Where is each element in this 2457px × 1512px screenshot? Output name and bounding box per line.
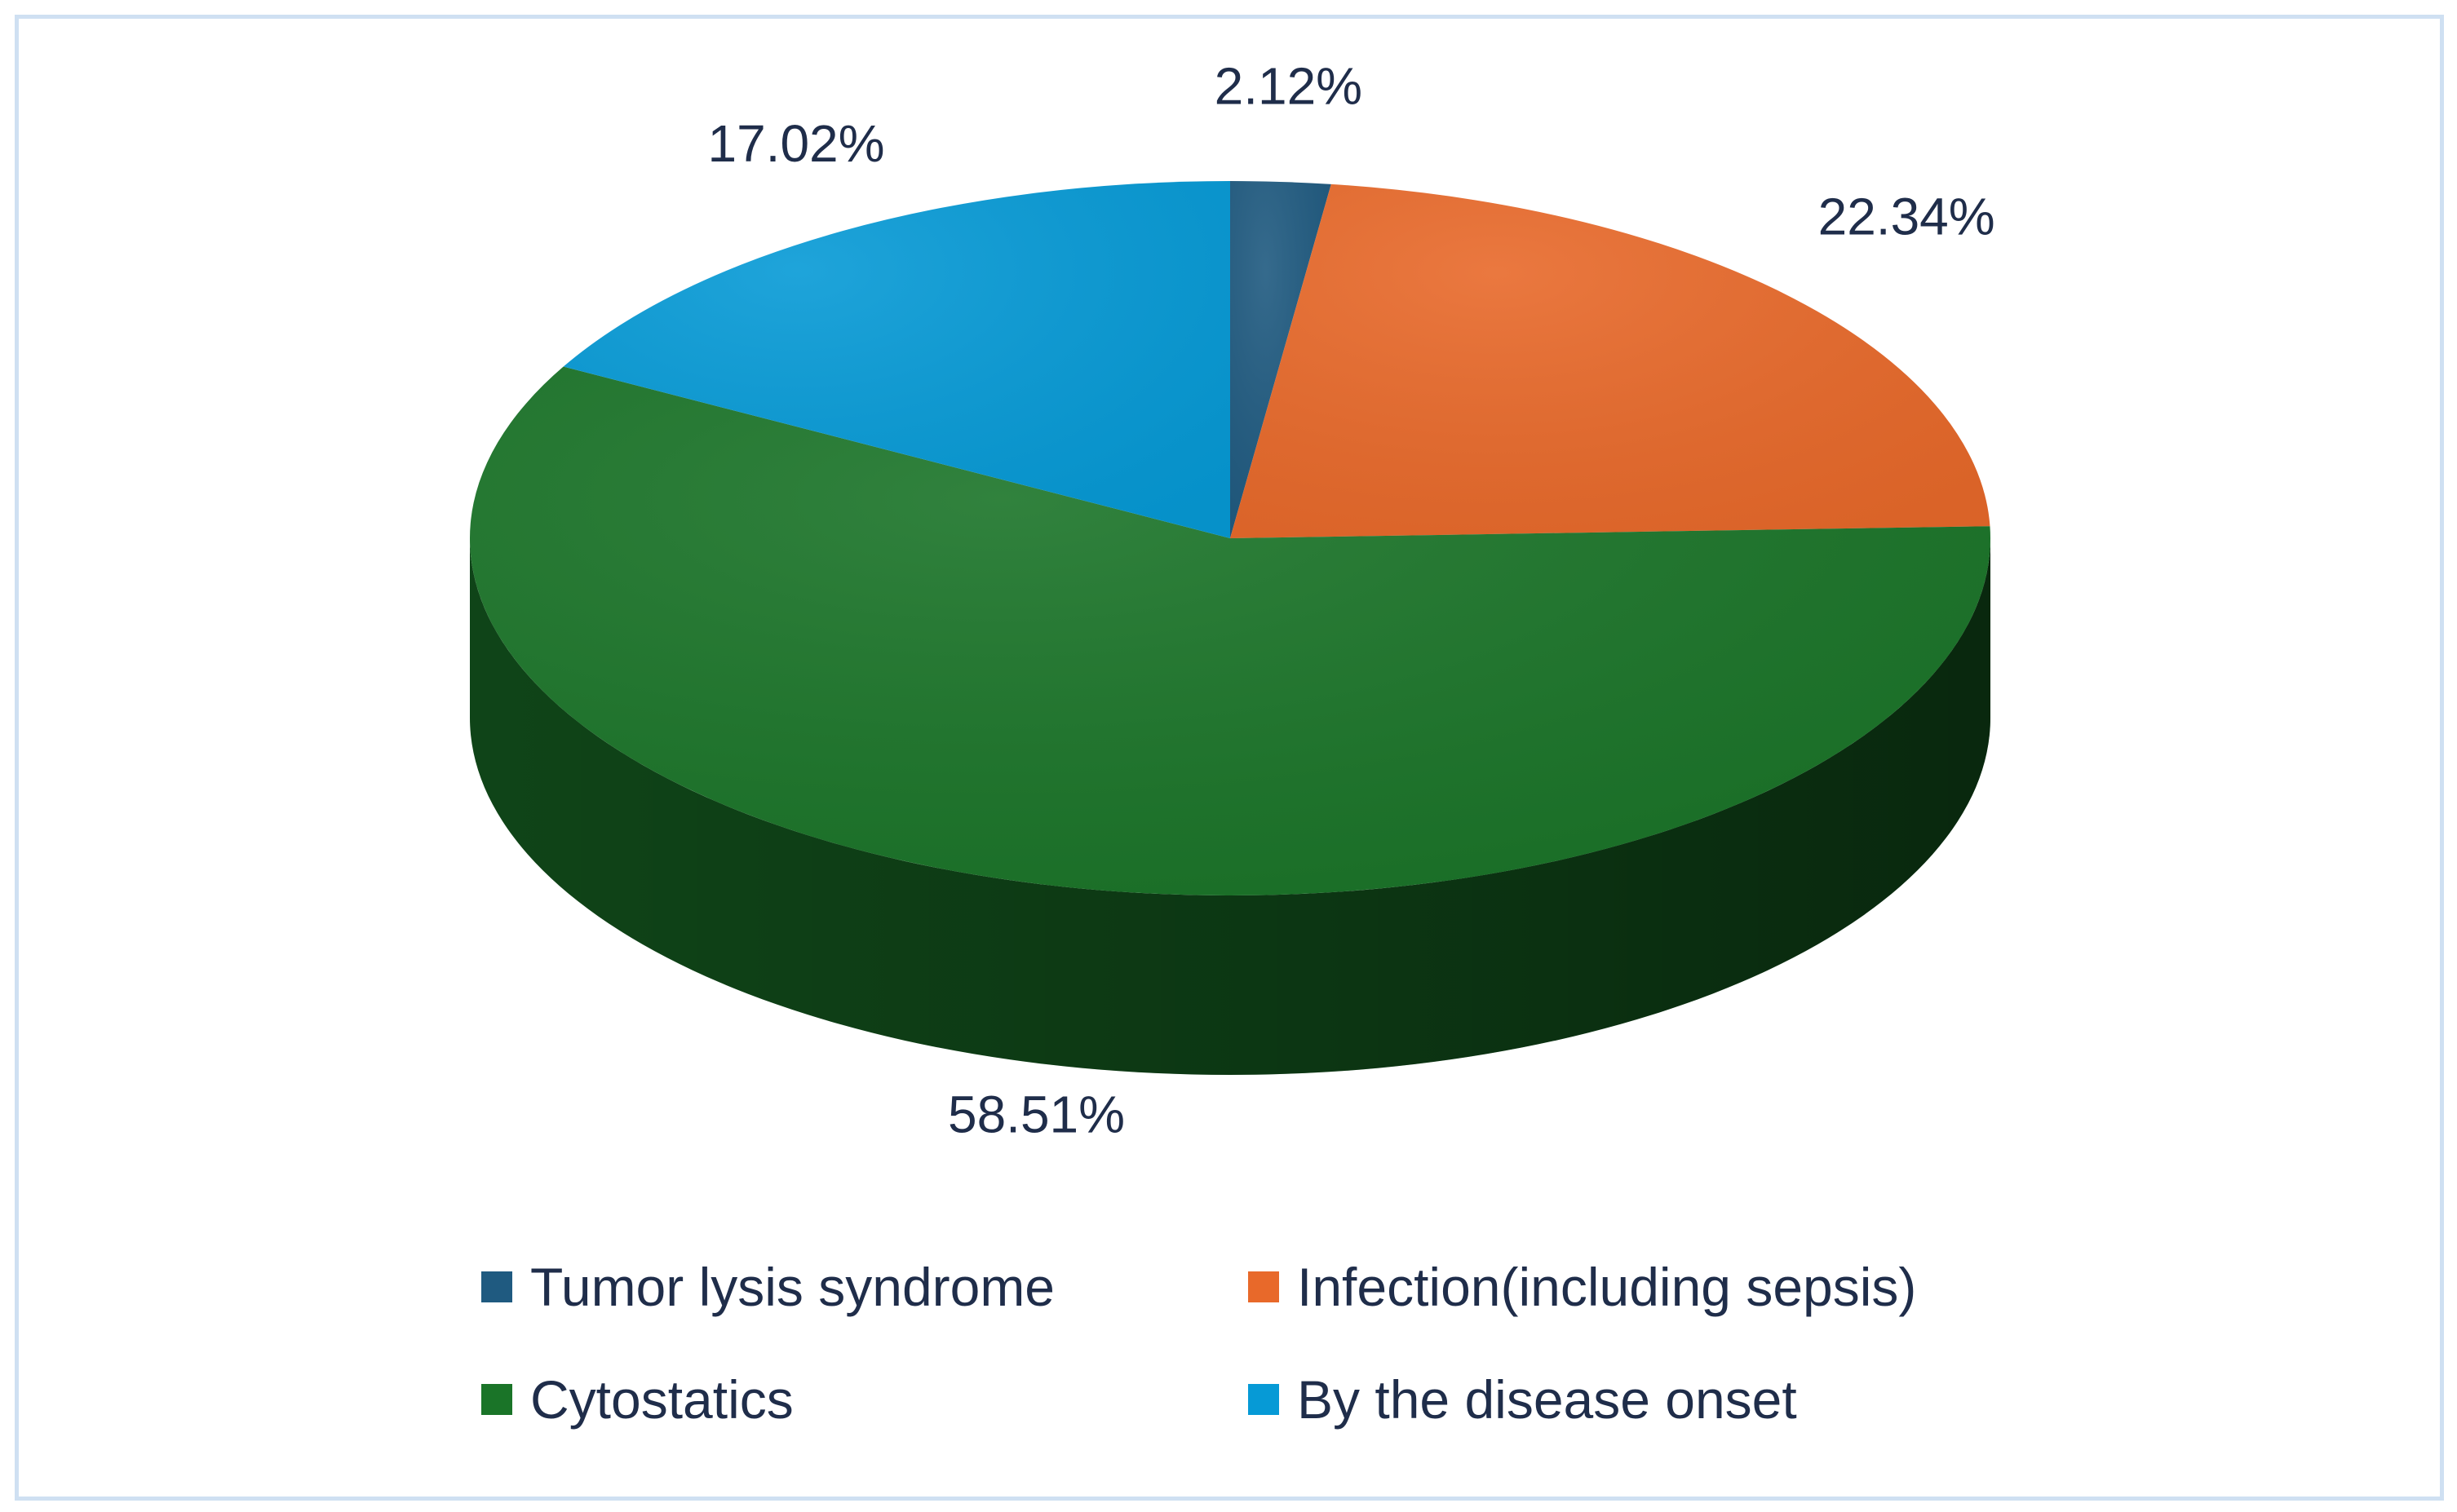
pie-slice-shading-infection xyxy=(1230,183,1990,538)
legend-swatch-cytostatics xyxy=(481,1384,512,1415)
legend-swatch-disease-onset xyxy=(1248,1384,1279,1415)
legend-swatch-tumor-lysis xyxy=(481,1271,512,1302)
legend-item-disease-onset: By the disease onset xyxy=(1248,1360,2064,1439)
pie-data-labels: 2.12% 22.34% 58.51% 17.02% xyxy=(707,56,1994,1143)
data-label-cytostatics: 58.51% xyxy=(948,1085,1125,1144)
pie-slice-shading-tumor-lysis xyxy=(1230,181,1331,538)
data-label-disease-onset: 17.02% xyxy=(707,114,884,173)
pie-slice-shading-cytostatics xyxy=(470,366,1991,895)
legend: Tumor lysis syndrome Infection(including… xyxy=(481,1248,2113,1439)
data-label-infection: 22.34% xyxy=(1818,187,1995,245)
legend-item-tumor-lysis: Tumor lysis syndrome xyxy=(481,1248,1248,1326)
legend-label-infection: Infection(including sepsis) xyxy=(1297,1257,1917,1317)
pie-side-shading-cytostatics xyxy=(470,538,1990,1075)
pie-top-faces xyxy=(470,180,1991,895)
pie-slice-shading-disease-onset xyxy=(563,180,1230,538)
pie-side-walls xyxy=(470,538,1990,1075)
data-label-tumor-lysis: 2.12% xyxy=(1215,56,1362,115)
legend-swatch-infection xyxy=(1248,1271,1279,1302)
legend-label-disease-onset: By the disease onset xyxy=(1297,1369,1797,1430)
legend-label-cytostatics: Cytostatics xyxy=(530,1369,794,1430)
legend-item-infection: Infection(including sepsis) xyxy=(1248,1248,2064,1326)
legend-item-cytostatics: Cytostatics xyxy=(481,1360,1248,1439)
legend-label-tumor-lysis: Tumor lysis syndrome xyxy=(530,1257,1056,1317)
